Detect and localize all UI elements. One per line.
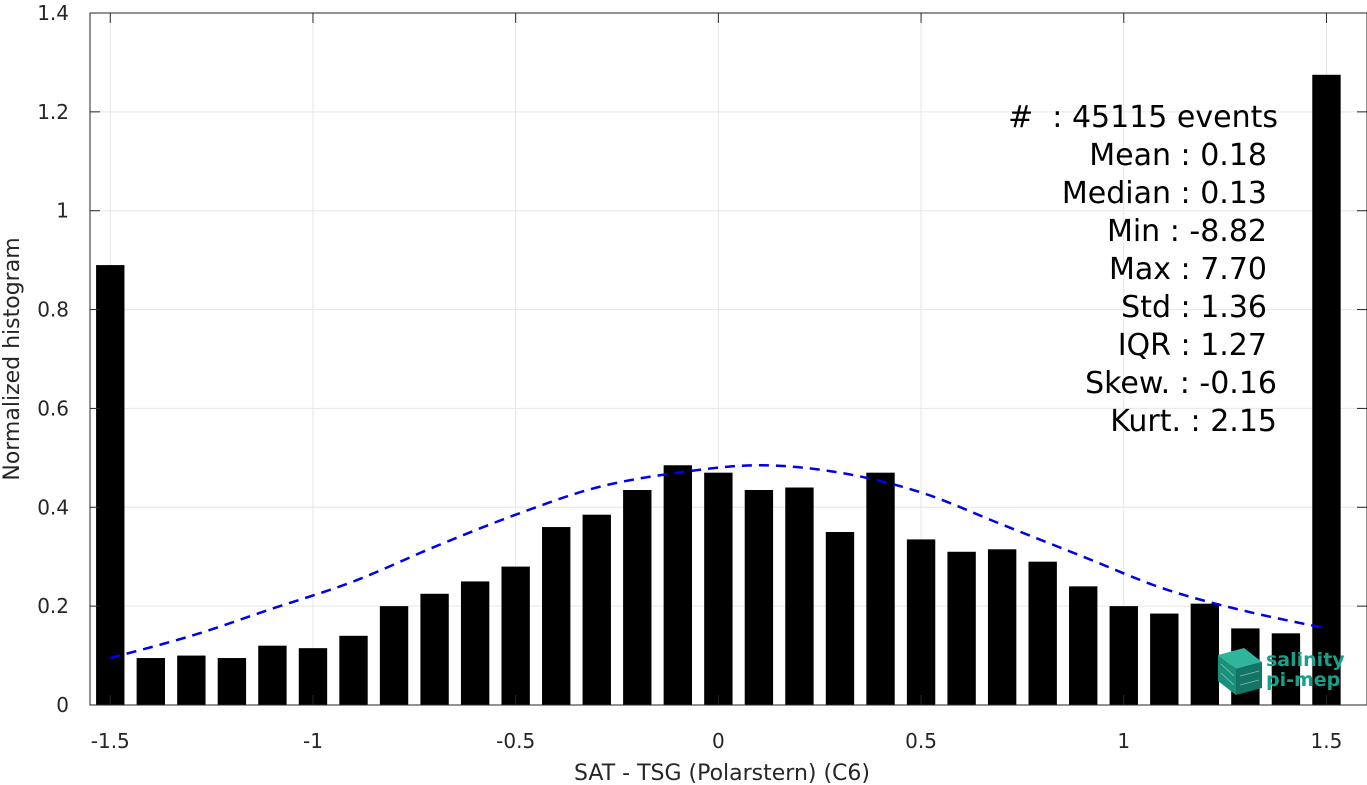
histogram-bar <box>582 514 611 705</box>
histogram-bar <box>866 472 895 705</box>
logo-text-pimep: pi-mep <box>1266 669 1340 691</box>
y-tick-label: 0.2 <box>37 594 69 618</box>
x-tick-label: 1 <box>1117 729 1130 753</box>
histogram-bar <box>785 487 814 705</box>
salinity-pimep-logo: salinity pi-mep <box>1218 648 1345 695</box>
histogram-bar <box>663 465 693 705</box>
histogram-bar <box>460 581 490 705</box>
y-tick-labels: 0 0.2 0.4 0.6 0.8 1 1.2 1.4 <box>37 1 69 717</box>
histogram-bar <box>501 566 530 705</box>
salinity-cube-icon <box>1218 648 1262 695</box>
x-tick-label: -1 <box>303 729 323 753</box>
histogram-bar <box>177 655 206 705</box>
histogram-bar <box>906 539 936 705</box>
histogram-bar <box>947 551 976 705</box>
histogram-bar <box>1190 603 1220 705</box>
histogram-bar <box>339 635 368 705</box>
stat-line: Kurt. : 2.15 <box>1110 404 1277 439</box>
histogram-bar <box>96 265 125 705</box>
histogram-bar <box>1271 633 1301 705</box>
axis-ticks <box>90 12 1367 706</box>
stat-line: Min : -8.82 <box>1107 214 1267 249</box>
histogram-bar <box>379 606 409 705</box>
histogram-bar <box>704 472 733 705</box>
stat-line: Std : 1.36 <box>1121 290 1267 325</box>
histogram-bar <box>1150 613 1179 705</box>
y-tick-label: 1.2 <box>37 100 69 124</box>
histogram-bars <box>96 74 1341 706</box>
y-tick-label: 1.4 <box>37 1 69 25</box>
x-tick-label: 0 <box>712 729 725 753</box>
gaussian-fit-line <box>109 464 1327 660</box>
histogram-bar <box>136 658 165 705</box>
stat-line: IQR : 1.27 <box>1118 328 1267 363</box>
histogram-bar <box>1069 586 1098 705</box>
histogram-bar <box>987 549 1017 705</box>
stat-line: Skew. : -0.16 <box>1085 366 1277 401</box>
stat-line: # : 45115 events <box>1008 100 1278 135</box>
y-axis-label: Normalized histogram <box>0 237 25 480</box>
histogram-bar <box>825 532 855 705</box>
x-axis-label: SAT - TSG (Polarstern) (C6) <box>574 761 870 785</box>
histogram-bar <box>623 489 652 705</box>
stat-line: Max : 7.70 <box>1109 252 1267 287</box>
stat-line: Median : 0.13 <box>1062 176 1267 211</box>
x-tick-labels: -1.5 -1 -0.5 0 0.5 1 1.5 <box>91 729 1343 753</box>
y-tick-label: 0.8 <box>37 298 69 322</box>
histogram-bar <box>217 658 247 705</box>
x-tick-label: 1.5 <box>1311 729 1343 753</box>
x-tick-label: -0.5 <box>496 729 535 753</box>
logo-text-salinity: salinity <box>1266 649 1345 671</box>
histogram-bar <box>744 489 774 705</box>
histogram-bar <box>258 645 287 705</box>
x-tick-label: -1.5 <box>91 729 130 753</box>
y-tick-label: 0 <box>56 693 69 717</box>
histogram-bar <box>1028 561 1057 705</box>
histogram-bar <box>542 527 571 705</box>
histogram-bar <box>420 593 449 705</box>
axes-box <box>89 12 1367 706</box>
histogram-bar <box>1109 606 1138 705</box>
y-tick-label: 0.6 <box>37 396 69 420</box>
x-tick-label: 0.5 <box>905 729 937 753</box>
y-tick-label: 0.4 <box>37 495 69 519</box>
stat-line: Mean : 0.18 <box>1089 138 1267 173</box>
histogram-bar <box>1312 74 1341 706</box>
y-tick-label: 1 <box>56 199 69 223</box>
